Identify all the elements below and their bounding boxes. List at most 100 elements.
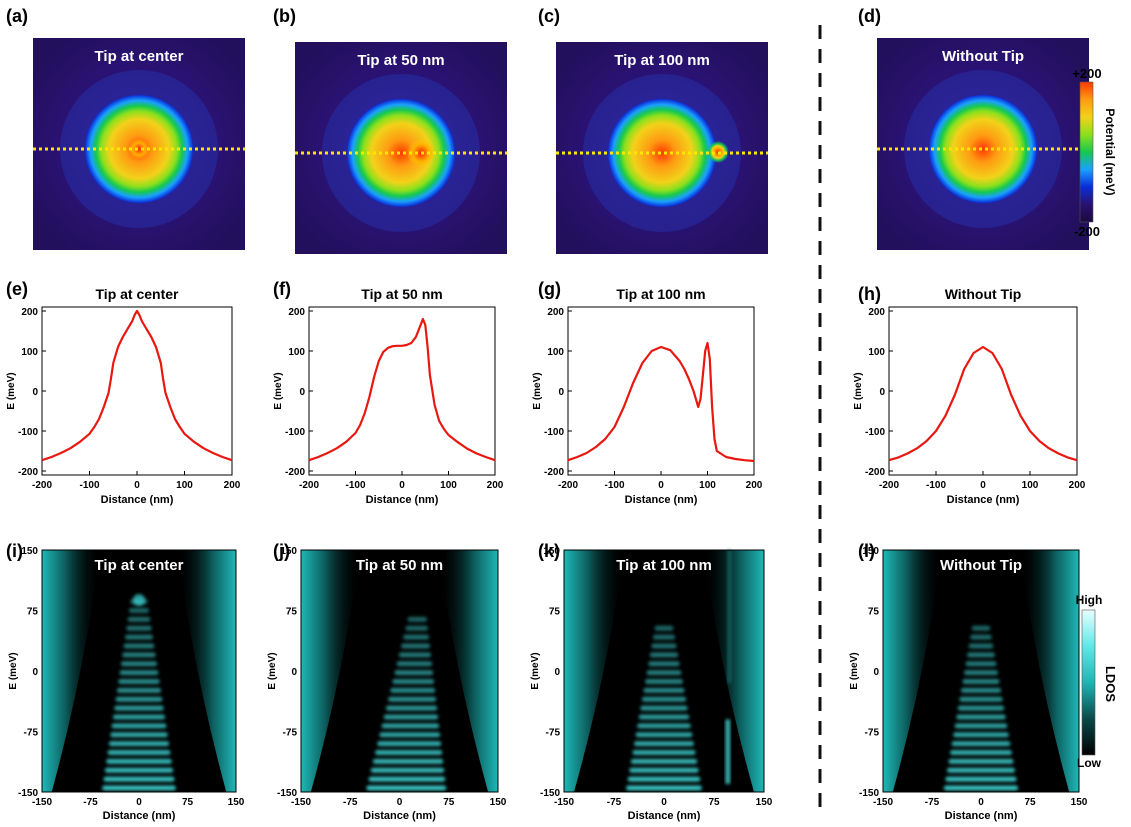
y-axis-label: E (meV) — [532, 372, 543, 409]
ldos-fringe — [398, 652, 432, 658]
ldos-right-continuum — [438, 550, 498, 792]
ldos-colorbar-high: High — [1076, 593, 1103, 607]
ldos-fringe — [403, 634, 430, 640]
ldos-fringe — [646, 670, 682, 676]
panel-letter-d: (d) — [858, 6, 881, 26]
y-axis-label: E (meV) — [273, 372, 284, 409]
x-axis-label: Distance (nm) — [363, 810, 436, 822]
y-tick-label: 100 — [288, 347, 305, 358]
x-tick-label: 200 — [487, 480, 504, 491]
ldos-fringe — [640, 705, 688, 711]
y-tick-label: -200 — [544, 467, 564, 478]
ldos-fringe — [123, 643, 155, 649]
y-tick-label: 150 — [280, 546, 297, 557]
ldos-fringes — [366, 616, 447, 791]
line-plot-0: -200 -100 0 100 200 -200 -100 0 100 200 Tip at cen… — [6, 286, 241, 506]
y-axis-label: E (meV) — [530, 652, 541, 689]
y-tick-label: 100 — [21, 347, 38, 358]
x-tick-label: -200 — [32, 480, 52, 491]
y-tick-label: 200 — [547, 307, 564, 318]
x-tick-label: 0 — [134, 480, 140, 491]
panel-letter-a: (a) — [6, 6, 28, 26]
x-tick-label: -150 — [554, 797, 574, 808]
x-axis-label: Distance (nm) — [947, 494, 1020, 506]
potential-map-title: Without Tip — [942, 48, 1024, 65]
ldos-fringe — [124, 634, 154, 640]
potential-dot — [929, 95, 1037, 203]
x-tick-label: 150 — [490, 797, 507, 808]
potential-dot — [608, 99, 716, 207]
x-tick-label: -150 — [32, 797, 52, 808]
ldos-fringe — [967, 652, 995, 658]
ldos-left-continuum — [883, 550, 942, 792]
tip-spot — [129, 139, 149, 159]
y-axis-label: E (meV) — [849, 652, 860, 689]
ldos-fringe — [632, 749, 696, 755]
y-tick-label: -200 — [865, 467, 885, 478]
ldos-fringe — [643, 687, 685, 693]
panel-letter-g: (g) — [538, 279, 561, 299]
ldos-fringe — [951, 741, 1011, 747]
ldos-colorbar: High Low LDOS — [1076, 593, 1118, 770]
ldos-frame — [300, 549, 499, 793]
ldos-frame — [882, 549, 1080, 793]
ldos-fringe — [648, 661, 680, 667]
potential-map-0: Tip at center — [33, 38, 245, 250]
line-plot-1: -200 -100 0 100 200 -200 -100 0 100 200 Tip at 50 … — [273, 286, 504, 506]
panel-letter-c: (c) — [538, 6, 560, 26]
ldos-fringes — [943, 625, 1019, 791]
ldos-fringe — [943, 785, 1019, 791]
x-tick-label: -75 — [925, 797, 940, 808]
y-tick-label: 0 — [299, 387, 305, 398]
ldos-colorbar-label: LDOS — [1103, 666, 1118, 702]
plot-frame — [888, 306, 1078, 476]
panel-letter-k: (k) — [538, 541, 560, 561]
x-tick-label: -200 — [299, 480, 319, 491]
ldos-fringe — [948, 758, 1014, 764]
line-plot-2: -200 -100 0 100 200 -200 -100 0 100 200 Tip at 100… — [532, 286, 763, 506]
ldos-fringe — [956, 714, 1006, 720]
panel-letter-h: (h) — [858, 284, 881, 304]
ldos-right-continuum — [177, 550, 236, 792]
y-tick-label: 200 — [868, 307, 885, 318]
ldos-fringe — [112, 714, 166, 720]
y-tick-label: -150 — [859, 788, 879, 799]
ldos-fringe — [633, 741, 695, 747]
potential-map-title: Tip at 100 nm — [614, 52, 710, 69]
ldos-fringe — [637, 723, 691, 729]
ldos-fringe — [396, 661, 433, 667]
ldos-fringe — [126, 625, 152, 631]
x-tick-label: -100 — [604, 480, 624, 491]
potential-colorbar-min: -200 — [1074, 224, 1100, 239]
y-tick-label: 0 — [873, 667, 879, 678]
y-tick-label: -75 — [24, 728, 39, 739]
ldos-fringe — [945, 776, 1017, 782]
plot-title: Tip at center — [96, 286, 180, 302]
ldos-fringe — [630, 758, 698, 764]
y-tick-label: 200 — [288, 307, 305, 318]
potential-dot — [347, 99, 455, 207]
ldos-fringe — [379, 732, 441, 738]
x-tick-label: -200 — [879, 480, 899, 491]
panel-letter-i: (i) — [6, 541, 23, 561]
x-tick-label: 0 — [980, 480, 986, 491]
ldos-fringe — [122, 652, 156, 658]
panel-letter-f: (f) — [273, 279, 291, 299]
ldos-fringe — [383, 714, 439, 720]
x-axis-label: Distance (nm) — [101, 494, 174, 506]
y-tick-label: -150 — [540, 788, 560, 799]
x-axis-label: Distance (nm) — [945, 810, 1018, 822]
ldos-fringe — [968, 643, 994, 649]
line-plot-3: -200 -100 0 100 200 -200 -100 0 100 200 Without Ti… — [853, 286, 1086, 506]
ldos-fringe — [381, 723, 440, 729]
ldos-map-2: -150 -75 0 75 150 -150 -75 0 75 150 Tip at 100 nm D… — [530, 546, 773, 822]
ldos-fringe — [370, 767, 445, 773]
ldos-fringe — [971, 625, 991, 631]
ldos-left-continuum — [564, 550, 624, 792]
ldos-frame — [563, 549, 765, 793]
y-tick-label: 100 — [868, 347, 885, 358]
ldos-title: Tip at 100 nm — [616, 557, 712, 574]
x-tick-label: -100 — [79, 480, 99, 491]
x-tick-label: -75 — [607, 797, 622, 808]
